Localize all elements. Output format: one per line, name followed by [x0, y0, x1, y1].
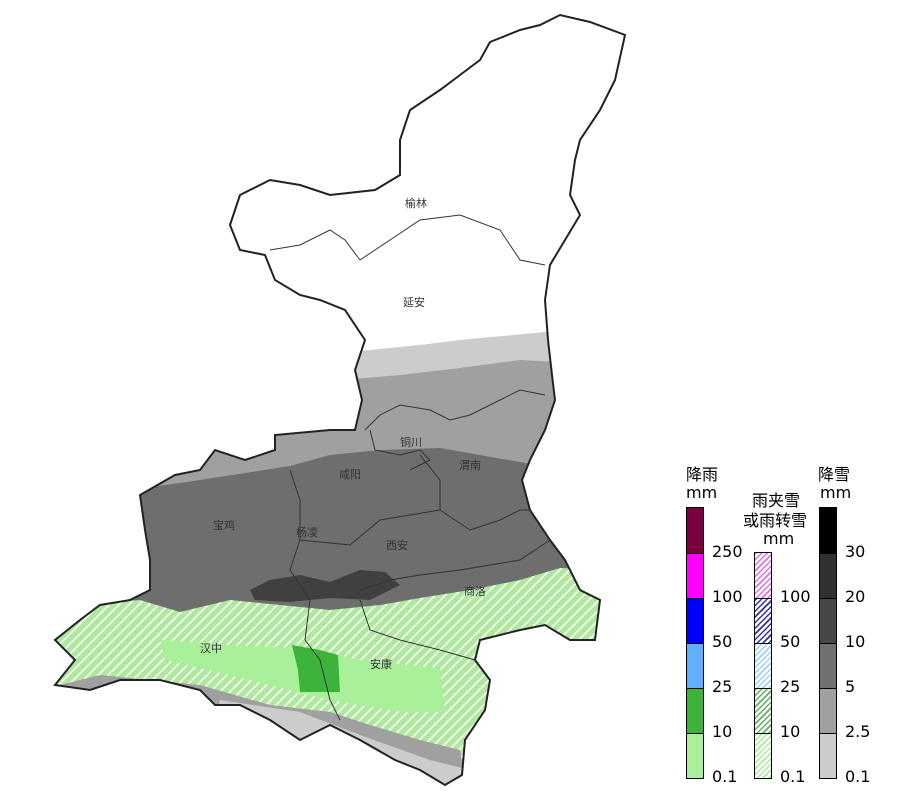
rain-legend-unit: mm [686, 483, 718, 502]
snow-legend-tick: 20 [845, 587, 866, 606]
prefecture-boundaries [269, 214, 551, 721]
snow-legend-swatch [820, 643, 836, 688]
sleet-legend-swatch [755, 733, 771, 778]
rain-colorbar [686, 507, 704, 779]
rain-legend-swatch [687, 553, 703, 598]
city-label-tongchuan: 铜川 [400, 435, 422, 449]
city-label-xianyang: 咸阳 [339, 468, 361, 481]
sleet-legend-swatch [755, 688, 771, 733]
city-label-shangluo: 商洛 [464, 584, 486, 598]
snow-legend-tick: 0.1 [845, 767, 871, 786]
rain-legend-swatch [687, 733, 703, 778]
city-label-baoji: 宝鸡 [213, 518, 235, 532]
rain-legend-swatch [687, 598, 703, 643]
city-label-yanan: 延安 [403, 295, 425, 309]
city-label-yulin: 榆林 [405, 196, 427, 210]
province-outline [53, 13, 627, 787]
rain-legend-tick: 100 [712, 587, 743, 606]
snow-colorbar [819, 507, 837, 779]
snow-legend-swatch [820, 508, 836, 553]
snow-legend-tick: 30 [845, 542, 866, 561]
sleet-legend-title-1: 雨夹雪 [752, 491, 801, 510]
snow-legend-swatch [820, 598, 836, 643]
rain-legend-swatch [687, 643, 703, 688]
sleet-legend-tick: 25 [780, 677, 801, 696]
rain-legend-tick: 50 [712, 632, 733, 651]
snow-10-20-area [250, 570, 400, 602]
snow-legend-unit: mm [820, 483, 852, 502]
sleet-legend-unit: mm [763, 529, 795, 548]
sleet-legend-title-2: 或雨转雪 [743, 511, 808, 530]
city-label-xian: 西安 [386, 538, 408, 552]
snow-legend-tick: 10 [845, 632, 866, 651]
snow-legend-tick: 2.5 [845, 722, 871, 741]
sleet-legend-swatch [755, 598, 771, 643]
city-label-yangling: 杨凌 [296, 525, 318, 539]
sleet-legend-tick: 50 [780, 632, 801, 651]
city-label-weinan: 渭南 [459, 459, 481, 472]
snow-legend-tick: 5 [845, 677, 856, 696]
city-label-hanzhong: 汉中 [200, 642, 222, 655]
city-label-ankang: 安康 [370, 657, 392, 671]
rain-legend-tick: 0.1 [712, 767, 738, 786]
sleet-legend-swatch [755, 553, 771, 598]
rain-10-25-area [292, 645, 340, 692]
snow-legend-title: 降雪 [818, 465, 851, 484]
sleet-colorbar [754, 552, 772, 779]
snow-legend-swatch [820, 553, 836, 598]
rain-legend-tick: 10 [712, 722, 733, 741]
rain-legend-swatch [687, 508, 703, 553]
snow-legend-swatch [820, 688, 836, 733]
sleet-legend-tick: 0.1 [780, 767, 806, 786]
rain-legend-tick: 250 [712, 542, 743, 561]
rain-legend-swatch [687, 688, 703, 733]
sleet-legend-tick: 10 [780, 722, 801, 741]
rain-legend-tick: 25 [712, 677, 733, 696]
snow-legend-swatch [820, 733, 836, 778]
sleet-legend-tick: 100 [780, 587, 811, 606]
rain-legend-title: 降雨 [686, 465, 719, 484]
sleet-legend-swatch [755, 643, 771, 688]
